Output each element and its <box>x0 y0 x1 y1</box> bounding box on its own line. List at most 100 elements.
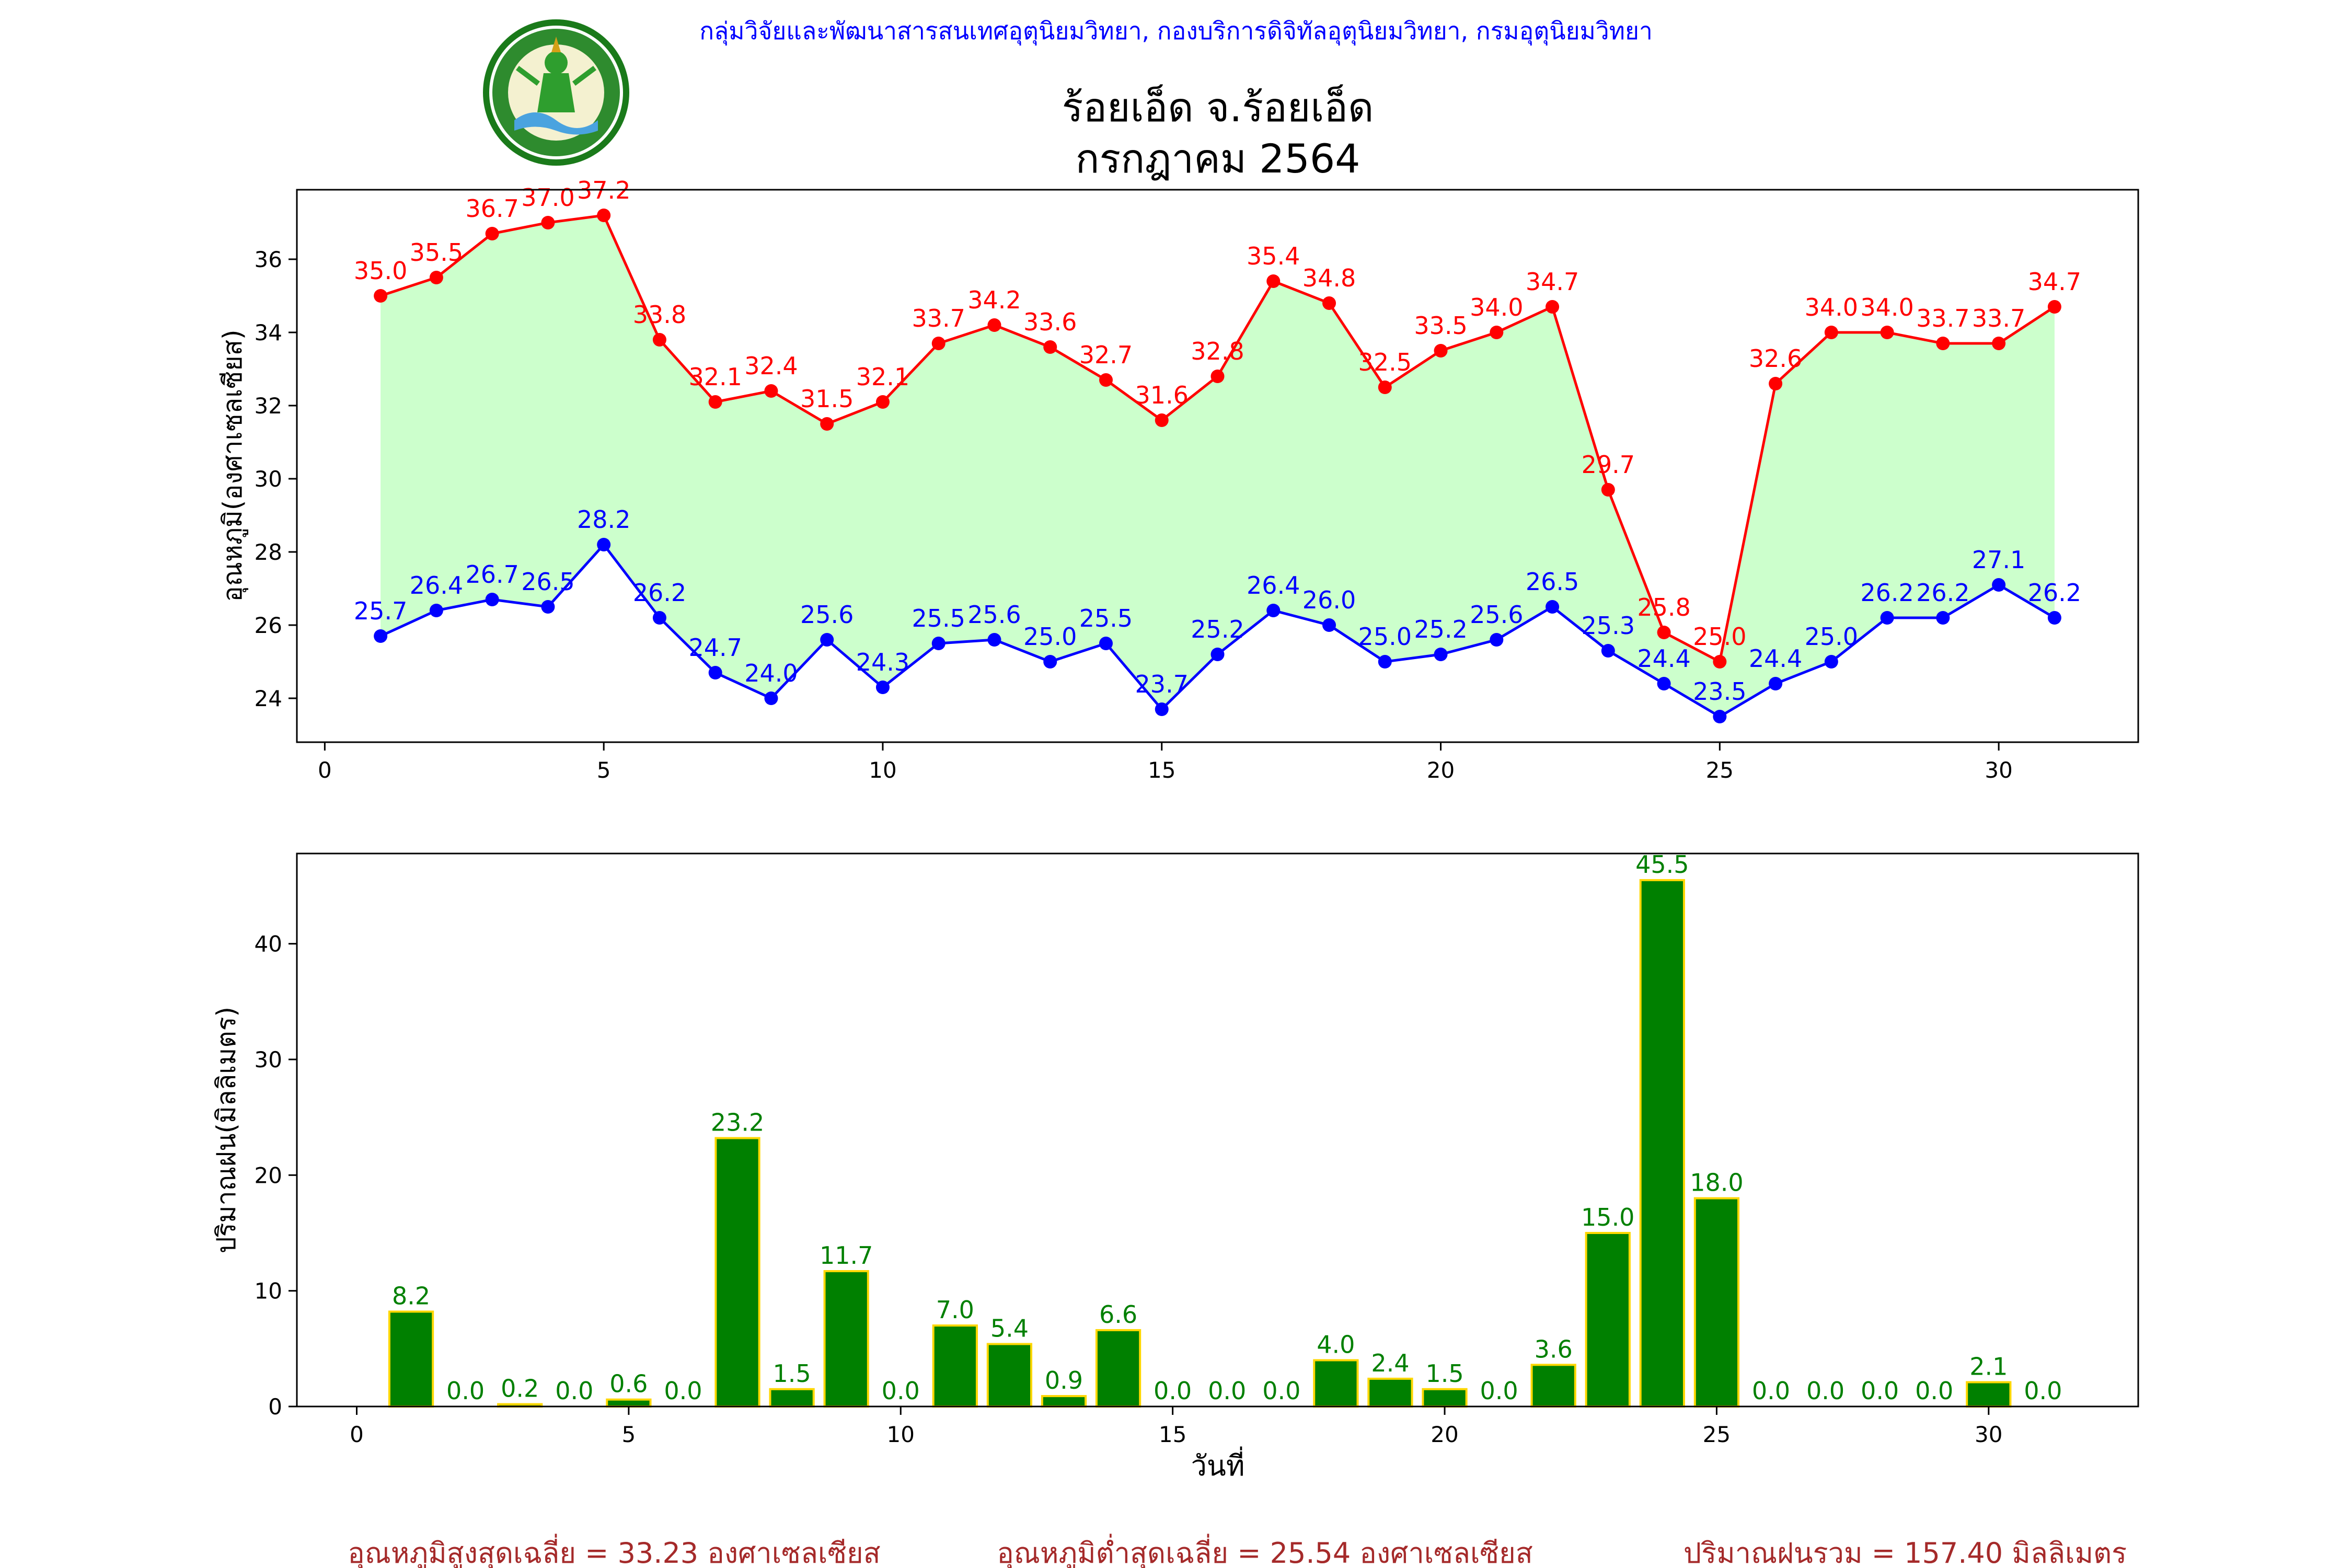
min-temp-label: 25.6 <box>800 601 854 629</box>
max-temp-label: 32.4 <box>744 352 798 380</box>
max-temp-point <box>708 395 722 409</box>
rain-bar-label: 0.0 <box>882 1377 920 1405</box>
max-temp-point <box>1657 626 1671 639</box>
min-temp-label: 28.2 <box>577 505 630 534</box>
min-temp-label: 23.5 <box>1693 677 1746 706</box>
temperature-y-tick-label: 30 <box>255 466 282 492</box>
max-temp-point <box>1043 340 1057 354</box>
min-temp-label: 25.6 <box>1470 601 1523 629</box>
max-temp-label: 25.8 <box>1637 593 1690 621</box>
rain-bar-label: 23.2 <box>711 1108 764 1136</box>
rain-bar-label: 7.0 <box>936 1296 974 1324</box>
rainfall-y-tick-label: 10 <box>255 1278 282 1304</box>
max-temp-label: 29.7 <box>1582 451 1635 479</box>
max-temp-label: 33.7 <box>1972 304 2025 332</box>
rainfall-y-tick-label: 40 <box>255 931 282 957</box>
min-temp-label: 25.0 <box>1358 622 1412 651</box>
rain-bar <box>1313 1359 1359 1408</box>
min-temp-label: 23.7 <box>1135 670 1189 698</box>
max-temp-point <box>1378 381 1392 394</box>
min-temp-point <box>1266 604 1281 617</box>
min-temp-point <box>1880 611 1894 625</box>
rain-bar-label: 11.7 <box>820 1241 873 1270</box>
max-temp-label: 36.7 <box>465 194 518 223</box>
max-temp-label: 34.2 <box>967 286 1021 314</box>
max-temp-point <box>1824 326 1838 339</box>
rainfall-x-tick-label: 5 <box>622 1422 636 1447</box>
min-temp-label: 25.2 <box>1191 615 1244 643</box>
min-temp-point <box>1992 578 2006 592</box>
rain-bar-label: 2.1 <box>1969 1353 2008 1381</box>
max-temp-label: 33.5 <box>1414 312 1467 340</box>
min-temp-label: 26.2 <box>633 579 686 607</box>
rainfall-x-tick-label: 30 <box>1975 1422 2002 1447</box>
min-temp-label: 24.7 <box>688 633 742 662</box>
rain-bar-label: 0.0 <box>664 1377 702 1405</box>
rain-bar-label: 0.0 <box>2024 1377 2062 1405</box>
rain-bar <box>1966 1381 2012 1408</box>
max-temp-point <box>1490 326 1504 339</box>
rain-bar <box>714 1137 760 1408</box>
min-temp-label: 24.4 <box>1637 644 1690 673</box>
rain-bar-label: 15.0 <box>1581 1203 1634 1231</box>
rain-bar-label: 18.0 <box>1690 1169 1743 1197</box>
max-temp-label: 32.1 <box>688 363 742 391</box>
max-temp-label: 32.8 <box>1191 337 1244 365</box>
rain-bar-label: 0.0 <box>446 1377 485 1405</box>
temperature-y-tick-label: 34 <box>255 320 282 345</box>
max-temp-point <box>820 417 834 431</box>
max-temp-point <box>1266 274 1281 288</box>
min-temp-point <box>429 604 443 617</box>
rain-bar-label: 0.0 <box>1752 1377 1790 1405</box>
min-temp-point <box>374 629 388 643</box>
max-temp-label: 25.0 <box>1693 622 1746 651</box>
max-temp-point <box>1155 413 1169 427</box>
max-temp-label: 34.7 <box>1526 268 1579 296</box>
rain-bar-label: 0.0 <box>1262 1377 1300 1405</box>
max-temp-label: 32.6 <box>1749 344 1802 373</box>
max-temp-point <box>931 337 946 350</box>
rain-bar-label: 0.0 <box>1154 1377 1192 1405</box>
max-temp-point <box>1992 337 2006 350</box>
min-temp-point <box>875 681 890 694</box>
rain-bar <box>388 1310 434 1408</box>
min-temp-point <box>1043 655 1057 668</box>
min-temp-label: 25.0 <box>1023 622 1077 651</box>
min-temp-label: 25.5 <box>1079 604 1133 632</box>
min-temp-label: 25.3 <box>1582 612 1635 640</box>
rain-bar-label: 0.0 <box>1208 1377 1246 1405</box>
rain-bar <box>823 1270 869 1408</box>
min-temp-label: 24.3 <box>856 648 909 676</box>
max-temp-point <box>1322 296 1336 310</box>
max-temp-point <box>541 216 555 229</box>
org-line: กลุ่มวิจัยและพัฒนาสารสนเทศอุตุนิยมวิทยา,… <box>699 17 1653 46</box>
min-temp-point <box>597 538 611 551</box>
min-temp-label: 24.4 <box>1749 644 1802 673</box>
min-temp-label: 25.7 <box>354 597 407 625</box>
temperature-x-tick-label: 30 <box>1985 757 2012 783</box>
temperature-y-tick-label: 32 <box>255 393 282 419</box>
min-temp-point <box>1601 644 1615 658</box>
min-temp-point <box>708 666 722 679</box>
rain-bar-label: 1.5 <box>1425 1359 1463 1388</box>
rainfall-panel: 8.2 0.0 0.2 0.0 0.6 0.0 23.2 1.5 11.7 0.0 7.0 5.4 0.… <box>211 850 2139 1482</box>
min-temp-point <box>1824 655 1838 668</box>
rain-bar <box>1585 1231 1631 1408</box>
max-temp-point <box>597 209 611 222</box>
rain-bar <box>1422 1388 1468 1408</box>
min-temp-point <box>1099 637 1113 650</box>
min-temp-point <box>1713 710 1727 723</box>
rain-bar-label: 0.6 <box>609 1370 648 1398</box>
temperature-y-axis-label: อุณหภูมิ(องศาเซลเซียส) <box>217 329 248 602</box>
max-temp-label: 33.7 <box>1916 304 1969 332</box>
min-temp-point <box>1490 633 1504 647</box>
rainfall-x-tick-label: 0 <box>350 1422 364 1447</box>
min-temp-label: 25.2 <box>1414 615 1467 643</box>
max-temp-label: 34.7 <box>2028 268 2081 296</box>
max-temp-point <box>1601 483 1615 497</box>
temperature-x-tick-label: 20 <box>1427 757 1455 783</box>
max-temp-label: 34.0 <box>1805 293 1858 321</box>
rain-bar-label: 0.2 <box>501 1375 539 1403</box>
min-temp-label: 26.5 <box>1526 568 1579 596</box>
rain-bar-label: 4.0 <box>1317 1330 1355 1358</box>
